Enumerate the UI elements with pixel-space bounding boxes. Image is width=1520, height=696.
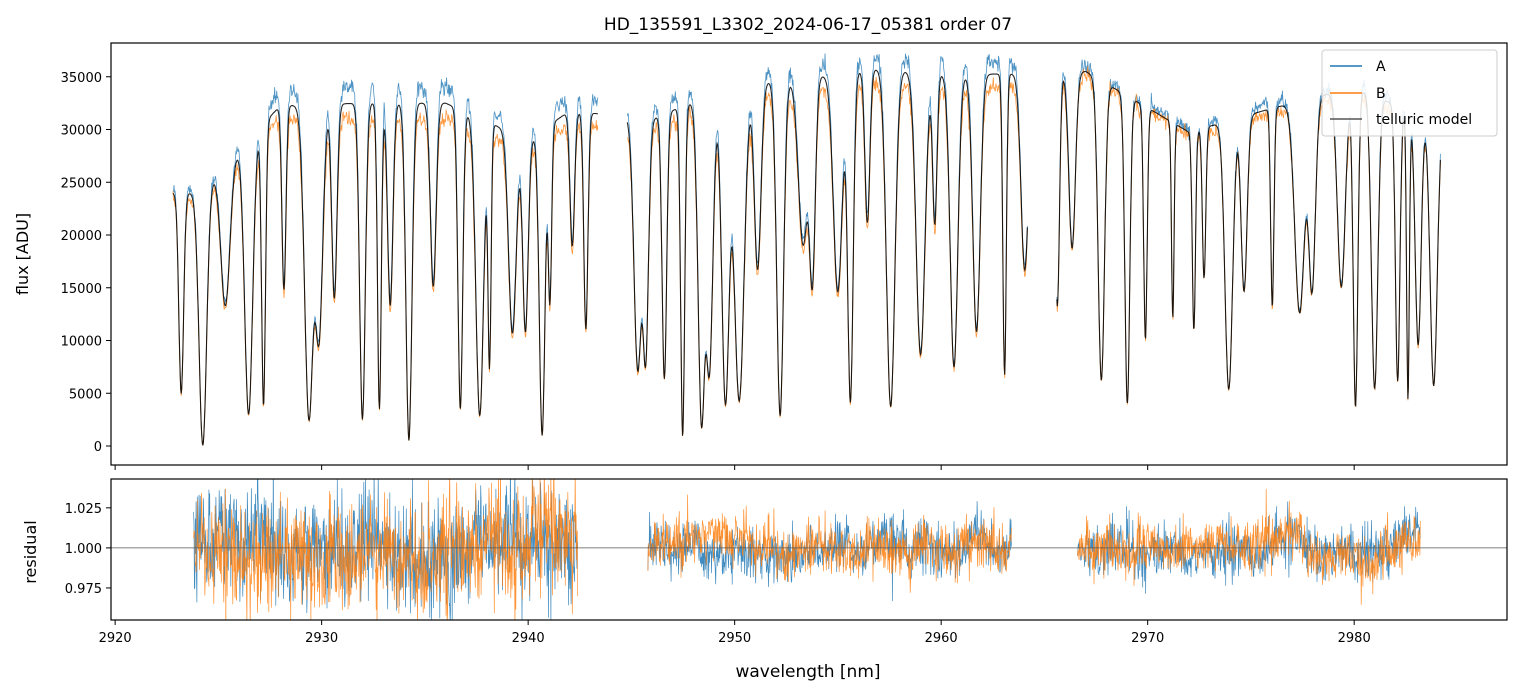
legend: A B telluric model bbox=[1321, 49, 1498, 137]
flux-y-tick-label: 15000 bbox=[61, 282, 102, 297]
residual-x-ticks: 2920 2930 2940 2950 2960 2970 2980 bbox=[99, 620, 1371, 646]
x-axis-label: wavelength [nm] bbox=[735, 662, 880, 682]
flux-y-tick-label: 35000 bbox=[61, 71, 102, 86]
residual-x-tick-label: 2980 bbox=[1338, 631, 1371, 646]
flux-y-tick-label: 0 bbox=[94, 440, 102, 455]
residual-y-ticks: 0.975 1.000 1.025 bbox=[65, 502, 111, 597]
legend-box bbox=[1321, 49, 1498, 137]
residual-x-tick-label: 2970 bbox=[1131, 631, 1164, 646]
residual-x-tick-label: 2940 bbox=[512, 631, 545, 646]
flux-y-tick-label: 5000 bbox=[69, 387, 102, 402]
residual-axes-frame bbox=[110, 478, 1508, 621]
flux-y-ticks: 0 5000 10000 15000 20000 25000 30000 35000 bbox=[61, 71, 111, 455]
residual-series-b bbox=[193, 479, 1421, 620]
residual-y-axis-label: residual bbox=[21, 520, 40, 583]
residual-y-tick-label: 0.975 bbox=[65, 582, 102, 597]
flux-series-telluric-model bbox=[172, 69, 1441, 446]
chart-title: HD_135591_L3302_2024-06-17_05381 order 0… bbox=[604, 15, 1012, 35]
residual-y-tick-label: 1.000 bbox=[65, 542, 102, 557]
flux-plot-area bbox=[110, 42, 1508, 466]
residual-x-tick-label: 2920 bbox=[99, 631, 132, 646]
flux-y-axis-label: flux [ADU] bbox=[13, 213, 32, 295]
flux-y-tick-label: 10000 bbox=[61, 335, 102, 350]
legend-label-model: telluric model bbox=[1376, 112, 1472, 128]
residual-x-tick-label: 2960 bbox=[925, 631, 958, 646]
residual-plot-area bbox=[110, 478, 1508, 621]
legend-label-a: A bbox=[1376, 59, 1386, 75]
flux-y-tick-label: 25000 bbox=[61, 176, 102, 191]
flux-y-tick-label: 30000 bbox=[61, 124, 102, 139]
residual-x-tick-label: 2950 bbox=[718, 631, 751, 646]
flux-y-tick-label: 20000 bbox=[61, 229, 102, 244]
flux-x-ticks bbox=[114, 465, 1355, 470]
residual-y-tick-label: 1.025 bbox=[65, 502, 102, 517]
flux-axes-frame bbox=[110, 42, 1508, 466]
residual-x-tick-label: 2930 bbox=[305, 631, 338, 646]
legend-label-b: B bbox=[1376, 86, 1386, 102]
